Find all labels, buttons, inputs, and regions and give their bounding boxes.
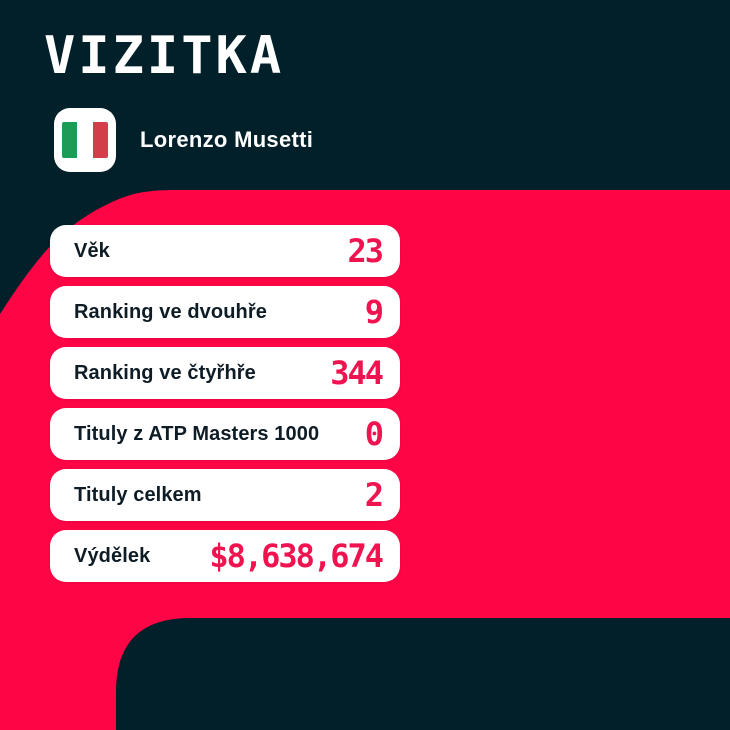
flag-stripe-white xyxy=(77,122,93,158)
flag-stripe-red xyxy=(92,122,108,158)
player-header: Lorenzo Musetti xyxy=(54,108,313,172)
stat-label: Věk xyxy=(74,239,110,262)
stat-label: Tituly celkem xyxy=(74,483,202,506)
stat-value: 2 xyxy=(364,476,384,514)
stat-row-singles-ranking: Ranking ve dvouhře 9 xyxy=(50,286,400,338)
italy-flag-icon xyxy=(62,122,108,158)
stat-value: 344 xyxy=(330,354,384,392)
flag-chip xyxy=(54,108,116,172)
player-name: Lorenzo Musetti xyxy=(140,127,314,152)
stat-label: Tituly z ATP Masters 1000 xyxy=(74,422,320,445)
stat-row-masters-titles: Tituly z ATP Masters 1000 0 xyxy=(50,408,400,460)
stat-value: 23 xyxy=(347,232,384,270)
stat-value: 9 xyxy=(364,293,384,331)
stat-label: Ranking ve čtyřhře xyxy=(74,361,256,384)
stats-list: Věk 23 Ranking ve dvouhře 9 Ranking ve č… xyxy=(50,225,400,591)
stat-row-total-titles: Tituly celkem 2 xyxy=(50,469,400,521)
stat-row-earnings: Výdělek $8,638,674 xyxy=(50,530,400,582)
stat-value: $8,638,674 xyxy=(209,537,384,575)
stat-value: 0 xyxy=(364,415,384,453)
stat-row-doubles-ranking: Ranking ve čtyřhře 344 xyxy=(50,347,400,399)
stat-label: Ranking ve dvouhře xyxy=(74,300,267,323)
stat-label: Výdělek xyxy=(74,544,151,567)
flag-stripe-green xyxy=(62,122,78,158)
stat-row-age: Věk 23 xyxy=(50,225,400,277)
page-title: VIZITKA xyxy=(44,26,285,86)
